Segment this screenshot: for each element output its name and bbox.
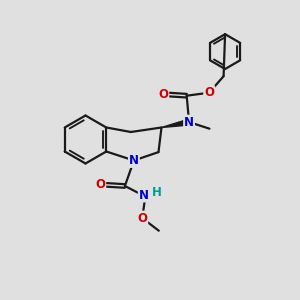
Text: O: O — [137, 212, 147, 225]
Text: O: O — [204, 86, 214, 99]
Text: N: N — [129, 154, 139, 167]
Polygon shape — [161, 119, 190, 128]
Text: O: O — [95, 178, 105, 191]
Text: N: N — [184, 116, 194, 129]
Text: O: O — [158, 88, 168, 101]
Text: H: H — [152, 185, 162, 199]
Text: N: N — [139, 188, 149, 202]
